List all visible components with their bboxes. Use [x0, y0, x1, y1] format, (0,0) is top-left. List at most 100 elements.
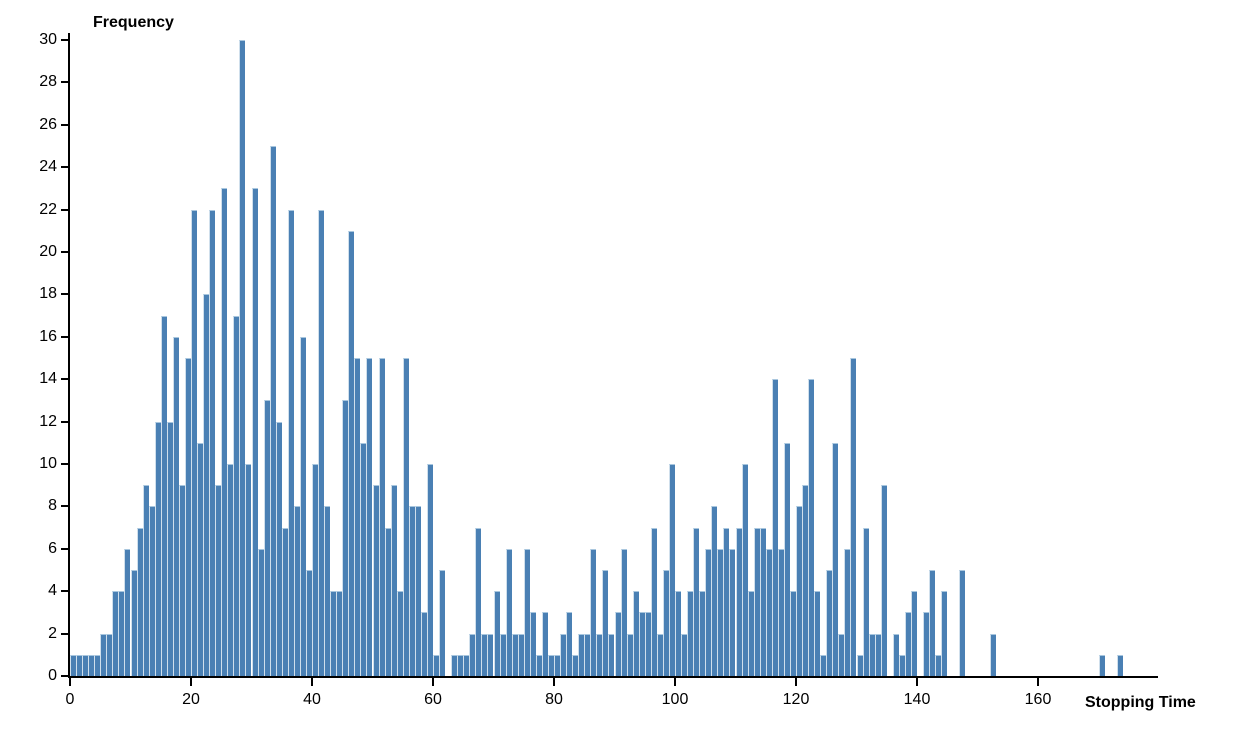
x-tick	[916, 678, 918, 686]
histogram-bar	[941, 591, 948, 676]
histogram-bar	[529, 612, 536, 676]
histogram-bar	[354, 358, 361, 676]
histogram-bar	[989, 633, 996, 676]
histogram-bar	[626, 633, 633, 676]
x-axis-title: Stopping Time	[1085, 694, 1196, 711]
x-tick-label: 0	[65, 691, 75, 708]
histogram-bar	[560, 633, 567, 676]
histogram-bar	[614, 612, 621, 676]
histogram-bar	[675, 591, 682, 676]
histogram-bar	[765, 548, 772, 676]
histogram-bar	[499, 633, 506, 676]
histogram-bar	[142, 485, 149, 676]
x-tick	[190, 678, 192, 686]
histogram-bar	[269, 146, 276, 676]
y-tick-label: 4	[48, 582, 57, 600]
histogram-bar	[681, 633, 688, 676]
histogram-bar	[650, 527, 657, 676]
histogram-bar	[832, 442, 839, 676]
histogram-bar	[590, 548, 597, 676]
histogram-bar	[608, 633, 615, 676]
histogram-bar	[245, 464, 252, 676]
y-tick-label: 12	[39, 412, 57, 430]
histogram-bar	[457, 654, 464, 676]
histogram-bar	[251, 188, 258, 676]
histogram-bar	[880, 485, 887, 676]
y-tick	[61, 81, 68, 84]
y-tick-label: 24	[39, 158, 57, 176]
x-tick-label: 40	[303, 691, 321, 708]
histogram-bar	[299, 336, 306, 676]
histogram-bar	[487, 633, 494, 676]
histogram-bar	[796, 506, 803, 676]
histogram-bar	[566, 612, 573, 676]
histogram-bar	[789, 591, 796, 676]
histogram-bar	[469, 633, 476, 676]
x-tick-label: 20	[182, 691, 200, 708]
histogram-bar	[620, 548, 627, 676]
y-tick	[61, 123, 68, 126]
x-tick	[553, 678, 555, 686]
histogram-bar	[106, 633, 113, 676]
histogram-bar	[820, 654, 827, 676]
y-tick-label: 16	[39, 327, 57, 345]
histogram-bar	[451, 654, 458, 676]
histogram-bar	[154, 421, 161, 676]
histogram-bar	[632, 591, 639, 676]
histogram-bar	[856, 654, 863, 676]
histogram-bar	[1098, 654, 1105, 676]
y-tick-label: 2	[48, 624, 57, 642]
histogram-bar	[578, 633, 585, 676]
y-tick	[61, 420, 68, 423]
x-tick	[311, 678, 313, 686]
histogram-bar	[723, 527, 730, 676]
y-tick	[61, 505, 68, 508]
histogram-bar	[693, 527, 700, 676]
histogram-bar	[70, 654, 77, 676]
histogram-bar	[312, 464, 319, 676]
histogram-bar	[929, 570, 936, 676]
y-tick	[61, 463, 68, 465]
histogram-bar	[505, 548, 512, 676]
histogram-bar	[414, 506, 421, 676]
histogram-bar	[118, 591, 125, 676]
x-tick-label: 60	[424, 691, 442, 708]
histogram-bar	[94, 654, 101, 676]
histogram-bar	[481, 633, 488, 676]
histogram-bar	[378, 358, 385, 676]
histogram-bar	[717, 548, 724, 676]
histogram-bar	[554, 654, 561, 676]
histogram-bar	[293, 506, 300, 676]
y-tick	[61, 166, 68, 169]
histogram-bar	[935, 654, 942, 676]
x-tick	[674, 678, 676, 686]
histogram-bar	[82, 654, 89, 676]
y-tick-label: 20	[39, 243, 57, 260]
histogram-bar	[439, 570, 446, 676]
histogram-bar	[215, 485, 222, 676]
histogram-bar	[130, 570, 137, 676]
histogram-bar	[517, 633, 524, 676]
histogram-bar	[233, 315, 240, 676]
histogram-bar	[136, 527, 143, 676]
histogram-bar	[426, 464, 433, 676]
histogram-bar	[318, 209, 325, 676]
histogram-bar	[76, 654, 83, 676]
histogram-bar	[814, 591, 821, 676]
histogram-bar	[572, 654, 579, 676]
histogram-bar	[475, 527, 482, 676]
histogram-bar	[541, 612, 548, 676]
histogram-bar	[705, 548, 712, 676]
y-axis-title: Frequency	[93, 14, 174, 31]
x-tick-label: 160	[1024, 691, 1052, 708]
histogram-bar	[777, 548, 784, 676]
histogram-bar	[644, 612, 651, 676]
histogram-bar	[402, 358, 409, 676]
histogram-bar	[783, 442, 790, 676]
histogram-bar	[239, 40, 246, 676]
histogram-bar	[221, 188, 228, 676]
y-tick-label: 22	[39, 200, 57, 218]
histogram-bar	[336, 591, 343, 676]
histogram-bar	[433, 654, 440, 676]
